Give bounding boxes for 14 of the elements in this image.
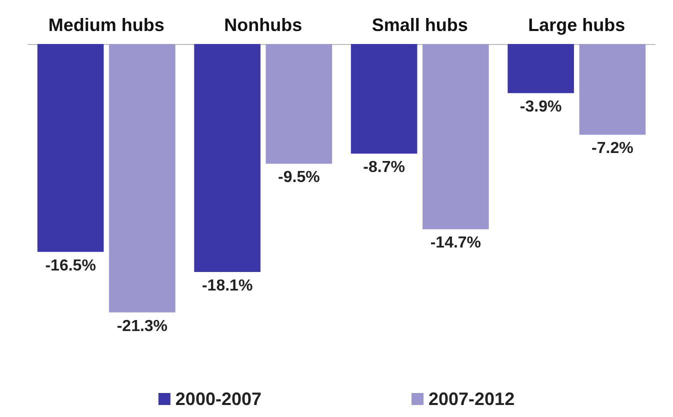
data-label: -8.7%: [363, 159, 405, 176]
data-label: -18.1%: [202, 278, 253, 295]
x-tick-label: Medium hubs: [48, 15, 164, 35]
data-label: -9.5%: [278, 169, 320, 186]
x-tick-label: Large hubs: [528, 15, 626, 35]
data-label: -21.3%: [116, 318, 168, 335]
x-tick-label: Nonhubs: [224, 15, 302, 35]
data-label: -7.2%: [592, 140, 634, 158]
x-tick-label: Small hubs: [372, 15, 468, 35]
legend-label: 2000-2007: [175, 389, 262, 409]
legend-label: 2007-2012: [428, 389, 515, 409]
data-label: -14.7%: [430, 234, 482, 252]
data-label: -16.5%: [45, 257, 96, 274]
data-label: -3.9%: [520, 98, 562, 116]
